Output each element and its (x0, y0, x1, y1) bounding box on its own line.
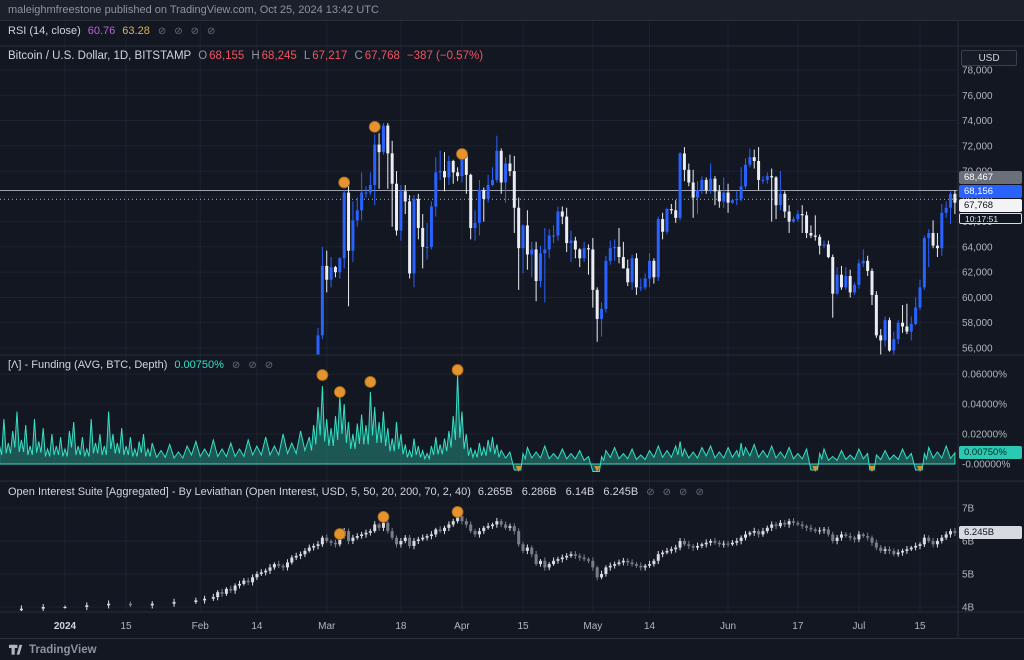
footer-bar: TradingView (0, 638, 1024, 660)
symbol-title[interactable]: Bitcoin / U.S. Dollar, 1D, BITSTAMP (8, 50, 192, 62)
oi-close-value: 6.245B (603, 486, 639, 498)
funding-value-label: 0.00750% (959, 446, 1022, 459)
time-scale[interactable] (0, 612, 958, 638)
rsi-value-2: 63.28 (122, 25, 150, 37)
publish-info-bar: maleighmfreestone published on TradingVi… (0, 0, 1024, 21)
funding-axis-label: 0.06000% (962, 370, 1007, 381)
price-axis-label: 56,000 (962, 344, 993, 355)
publish-info: maleighmfreestone published on TradingVi… (8, 4, 379, 16)
time-axis-label: 15 (517, 621, 529, 632)
last-price-label: 67,768 (959, 199, 1022, 212)
low-value: 67,217 (312, 50, 348, 62)
oi-axis-label: 5B (962, 570, 975, 581)
low-label: L (303, 50, 311, 62)
event-markers[interactable] (316, 120, 468, 540)
tradingview-logo-icon[interactable] (8, 642, 23, 657)
hidden-icon[interactable]: ⊘ (695, 486, 704, 498)
time-axis-label: 18 (395, 621, 407, 632)
hidden-icon[interactable]: ⊘ (174, 25, 183, 37)
time-axis-label: 17 (792, 621, 804, 632)
hidden-icon[interactable]: ⊘ (264, 359, 274, 371)
price-scale[interactable] (958, 21, 1024, 612)
funding-title[interactable]: [Λ] - Funding (AVG, BTC, Depth) (8, 359, 168, 371)
currency-unit-button[interactable]: USD (961, 50, 1017, 66)
rsi-value-1: 60.76 (87, 25, 116, 37)
close-value: 67,768 (364, 50, 400, 62)
time-axis-label: 15 (914, 621, 926, 632)
bar-countdown-label: 10:17:51 (959, 213, 1022, 224)
hidden-icon[interactable]: ⊘ (662, 486, 672, 498)
time-axis-label: 15 (121, 621, 133, 632)
funding-area-series (0, 373, 956, 472)
bar-close-price-label: 68,156 (959, 185, 1022, 198)
price-axis-label: 62,000 (962, 268, 993, 279)
price-axis-label: 76,000 (962, 91, 993, 102)
rsi-title[interactable]: RSI (14, close) (8, 25, 81, 37)
open-label: O (198, 50, 208, 62)
hidden-icon[interactable]: ⊘ (190, 25, 199, 37)
tradingview-brand[interactable]: TradingView (29, 643, 97, 656)
oi-high-value: 6.286B (521, 486, 557, 498)
price-axis-label: 72,000 (962, 141, 993, 152)
oi-axis-label: 4B (962, 603, 975, 614)
grid-lines (0, 22, 958, 612)
high-label: H (251, 50, 260, 62)
open-interest-candles (19, 513, 957, 611)
hidden-icon[interactable]: ⊘ (646, 486, 655, 498)
hidden-icon[interactable]: ⊘ (679, 486, 688, 498)
price-candles (316, 123, 957, 355)
time-axis-label: 2024 (54, 621, 77, 632)
open-interest-title[interactable]: Open Interest Suite [Aggregated] - By Le… (8, 486, 471, 498)
symbol-legend: Bitcoin / U.S. Dollar, 1D, BITSTAMP O 68,… (8, 50, 483, 62)
time-axis-label: 14 (644, 621, 656, 632)
time-axis-label: Jun (720, 621, 736, 632)
time-axis-label: Mar (318, 621, 336, 632)
pane-dividers (0, 21, 1024, 638)
hidden-icon[interactable]: ⊘ (231, 359, 241, 371)
price-axis-label: 60,000 (962, 293, 993, 304)
high-value: 68,245 (261, 50, 297, 62)
rsi-legend: RSI (14, close) 60.76 63.28 ⊘ ⊘ ⊘ ⊘ (8, 25, 215, 37)
open-interest-value-label: 6.245B (959, 526, 1022, 539)
hidden-icon[interactable]: ⊘ (206, 25, 216, 37)
hidden-icon[interactable]: ⊘ (157, 25, 167, 37)
oi-open-value: 6.265B (477, 486, 513, 498)
time-axis-label: Jul (853, 621, 866, 632)
time-axis-label: 14 (251, 621, 263, 632)
funding-axis-label: 0.02000% (962, 430, 1007, 441)
funding-axis-label: -0.00000% (962, 460, 1010, 471)
price-axis-label: 58,000 (962, 318, 993, 329)
price-axis-label: 78,000 (962, 66, 993, 77)
funding-legend: [Λ] - Funding (AVG, BTC, Depth) 0.00750%… (8, 359, 273, 371)
oi-low-value: 6.14B (565, 486, 595, 498)
funding-value: 0.00750% (174, 359, 224, 371)
time-axis-label: May (583, 621, 602, 632)
oi-axis-label: 6B (962, 537, 975, 548)
hidden-icon[interactable]: ⊘ (248, 359, 257, 371)
funding-axis-label: 0.04000% (962, 400, 1007, 411)
open-interest-legend: Open Interest Suite [Aggregated] - By Le… (8, 486, 704, 498)
oi-axis-label: 7B (962, 504, 975, 515)
change-value: −387 (−0.57%) (406, 50, 484, 62)
time-axis-label: Apr (454, 621, 470, 632)
price-axis-label: 74,000 (962, 116, 993, 127)
open-value: 68,155 (209, 50, 245, 62)
price-axis-label: 64,000 (962, 242, 993, 253)
time-axis-label: Feb (192, 621, 210, 632)
close-label: C (354, 50, 363, 62)
price-line-label: 68,467 (959, 171, 1022, 184)
